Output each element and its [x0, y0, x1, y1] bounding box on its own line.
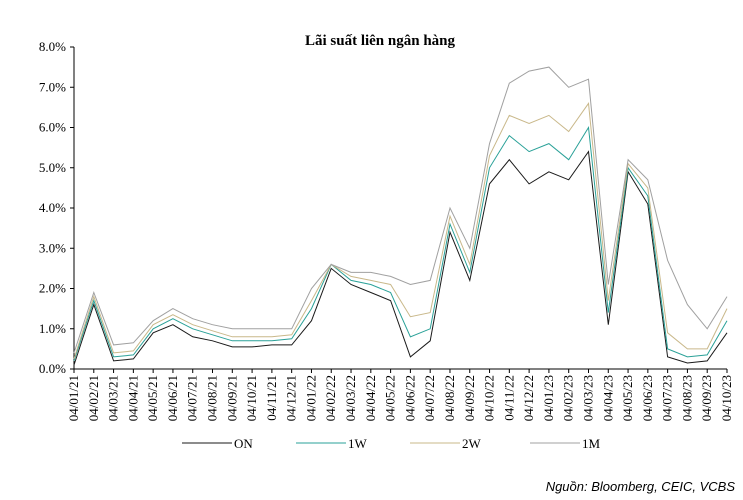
- x-tick-label: 04/09/22: [462, 375, 477, 421]
- x-tick-label: 04/06/23: [640, 375, 655, 421]
- series-line-2w: [73, 102, 728, 360]
- legend-label-1w: 1W: [348, 436, 368, 451]
- series-group: [73, 66, 728, 366]
- legend: ON 1W 2W 1M: [182, 436, 601, 451]
- series-line-1m: [73, 66, 728, 354]
- x-tick-label: 04/08/21: [205, 375, 220, 421]
- x-tick-label: 04/07/22: [422, 375, 437, 421]
- x-tick-label: 04/03/23: [580, 375, 595, 421]
- x-tick-label: 04/09/23: [699, 375, 714, 421]
- x-tick-label: 04/01/22: [303, 375, 318, 421]
- x-tick-label: 04/03/21: [106, 375, 121, 421]
- x-tick-label: 04/01/23: [541, 375, 556, 421]
- y-axis: 0.0% 1.0% 2.0% 3.0% 4.0% 5.0% 6.0% 7.0% 8.0%: [39, 39, 74, 376]
- x-tick-label: 04/05/22: [383, 375, 398, 421]
- legend-label-on: ON: [234, 436, 253, 451]
- legend-label-1m: 1M: [582, 436, 601, 451]
- source-note: Nguồn: Bloomberg, CEIC, VCBS: [545, 479, 735, 494]
- y-tick-label: 3.0%: [39, 240, 66, 255]
- y-tick-label: 0.0%: [39, 361, 66, 376]
- x-tick-label: 04/07/23: [660, 375, 675, 421]
- x-tick-label: 04/04/21: [125, 375, 140, 421]
- y-tick-label: 2.0%: [39, 281, 66, 296]
- legend-label-2w: 2W: [462, 436, 482, 451]
- x-tick-label: 04/12/21: [284, 375, 299, 421]
- x-tick-label: 04/07/21: [185, 375, 200, 421]
- plot-area: [73, 47, 727, 370]
- y-tick-label: 6.0%: [39, 120, 66, 135]
- series-line-on: [73, 150, 728, 366]
- x-tick-label: 04/04/23: [600, 375, 615, 421]
- x-tick-label: 04/01/21: [66, 375, 81, 421]
- x-tick-label: 04/10/22: [482, 375, 497, 421]
- x-tick-label: 04/02/21: [86, 375, 101, 421]
- series-line-1w: [73, 125, 728, 362]
- y-tick-label: 4.0%: [39, 200, 66, 215]
- x-axis: 04/01/21 04/02/21 04/03/21 04/04/21 04/05/21…: [66, 369, 734, 421]
- x-tick-label: 04/02/23: [561, 375, 576, 421]
- x-tick-label: 04/11/21: [264, 375, 279, 421]
- x-tick-label: 04/08/23: [679, 375, 694, 421]
- chart-title: Lãi suất liên ngân hàng: [305, 33, 456, 49]
- x-tick-label: 04/06/22: [402, 375, 417, 421]
- x-tick-label: 04/11/22: [501, 375, 516, 421]
- x-tick-label: 04/04/22: [363, 375, 378, 421]
- x-tick-label: 04/12/22: [521, 375, 536, 421]
- x-tick-label: 04/02/22: [323, 375, 338, 421]
- x-tick-label: 04/03/22: [343, 375, 358, 421]
- y-tick-label: 7.0%: [39, 79, 66, 94]
- x-tick-label: 04/05/21: [145, 375, 160, 421]
- x-tick-label: 04/10/21: [244, 375, 259, 421]
- x-tick-label: 04/06/21: [165, 375, 180, 421]
- y-tick-label: 1.0%: [39, 321, 66, 336]
- x-tick-label: 04/08/22: [442, 375, 457, 421]
- x-tick-label: 04/05/23: [620, 375, 635, 421]
- y-tick-label: 8.0%: [39, 39, 66, 54]
- y-tick-label: 5.0%: [39, 160, 66, 175]
- x-tick-label: 04/10/23: [719, 375, 734, 421]
- x-tick-label: 04/09/21: [224, 375, 239, 421]
